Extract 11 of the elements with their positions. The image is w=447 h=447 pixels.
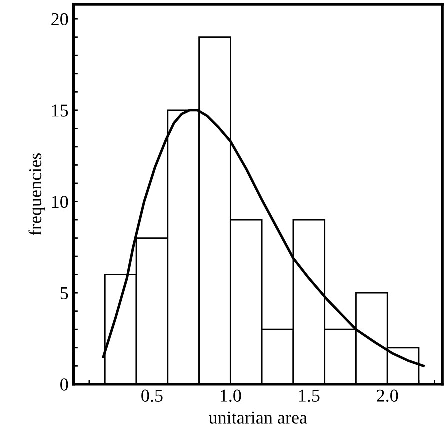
x-tick-label: 1.0 xyxy=(220,390,242,402)
y-tick-label: 15 xyxy=(52,104,68,117)
x-tick-label: 0.5 xyxy=(142,390,163,402)
y-tick-label: 20 xyxy=(52,13,68,26)
x-tick-label: 1.5 xyxy=(299,390,320,402)
y-tick-label: 10 xyxy=(52,196,68,208)
y-axis-title: frequencies xyxy=(28,153,46,236)
x-axis-title: unitarian area xyxy=(209,412,308,424)
y-tick-label: 5 xyxy=(60,288,68,300)
y-tick-label: 0 xyxy=(60,378,68,391)
x-tick-label: 2.0 xyxy=(377,390,398,402)
